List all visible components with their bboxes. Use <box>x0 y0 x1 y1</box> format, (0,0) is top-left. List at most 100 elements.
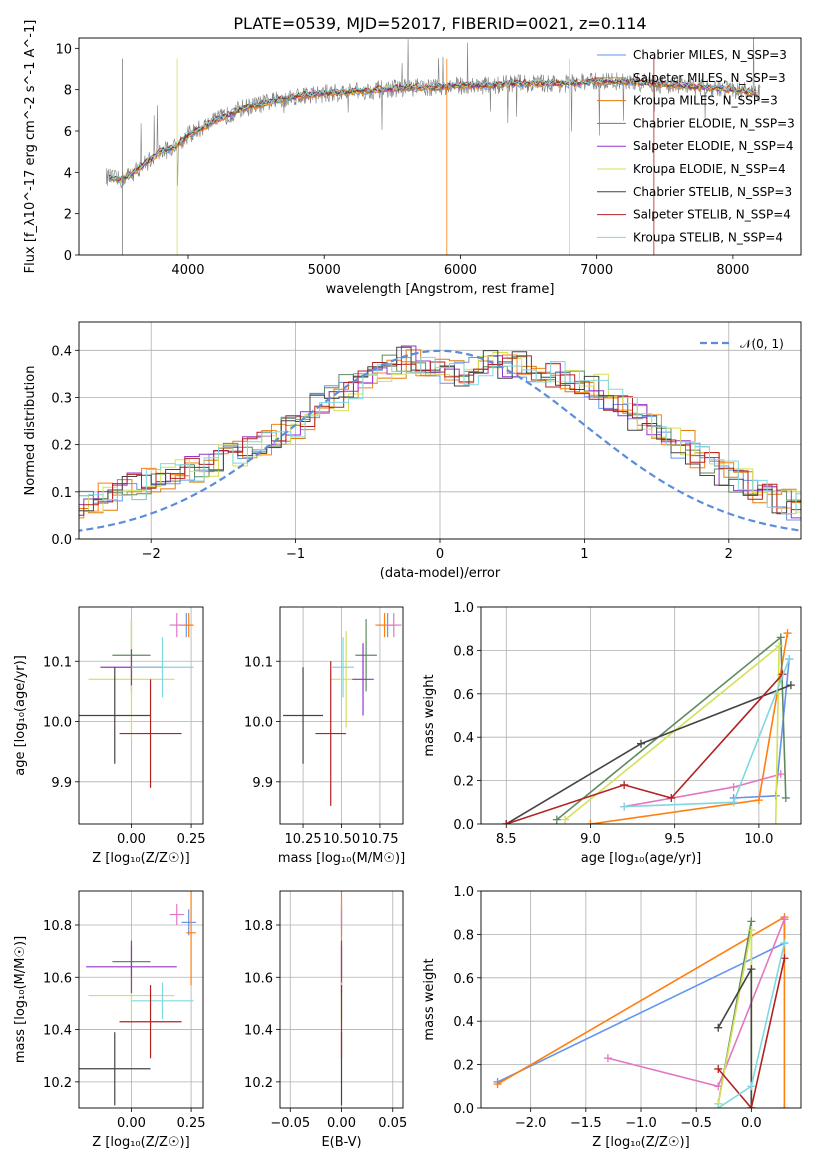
y-tick-label: 0 <box>64 249 72 264</box>
histogram-step <box>79 355 801 516</box>
weight-lines <box>493 913 789 1108</box>
y-tick-label: 10.4 <box>244 1024 273 1039</box>
y-tick-label: 0.3 <box>51 391 72 406</box>
weight-marker <box>603 1054 612 1063</box>
errorbars <box>283 613 402 806</box>
axes-frame <box>480 606 802 825</box>
y-tick-label: 10.0 <box>43 716 72 731</box>
axes-frame <box>78 321 802 540</box>
x-tick-label: 0.0 <box>741 1116 762 1131</box>
x-tick-label: 9.5 <box>664 832 685 847</box>
y-tick-label: 10.6 <box>43 971 72 986</box>
x-tick-label: −2.0 <box>515 1116 547 1131</box>
y-tick-label: 1.0 <box>453 601 474 616</box>
weight-marker <box>747 926 756 935</box>
x-tick-label: 0.00 <box>327 1116 356 1131</box>
x-tick-label: 10.0 <box>744 832 773 847</box>
weight-marker <box>747 1104 756 1108</box>
weight-marker <box>754 796 763 805</box>
legend-label: Chabrier STELIB, N_SSP=3 <box>633 185 792 199</box>
panel-6: 0.00 0.25 10.2 10.4 10.6 10.8 Z [log₁₀(Z/Z☉)] m… <box>13 890 206 1150</box>
legend-label: Salpeter STELIB, N_SSP=4 <box>633 208 791 222</box>
histograms <box>79 345 801 532</box>
weight-marker <box>747 965 756 974</box>
axes-frame <box>78 37 802 256</box>
weight-marker <box>620 780 629 789</box>
weight-marker <box>775 642 784 651</box>
y-tick-label: 0.2 <box>453 1059 474 1074</box>
y-tick-label: 10.8 <box>244 919 273 934</box>
y-axis-label: mass weight <box>422 958 437 1040</box>
weight-marker <box>780 939 789 948</box>
legend-label: Chabrier MILES, N_SSP=3 <box>633 48 787 62</box>
model-spectrum-line <box>108 78 757 184</box>
weight-marker <box>552 815 561 824</box>
weight-marker <box>747 1082 756 1091</box>
panel-3: 0.00 0.25 9.9 10.0 10.1 Z [log₁₀(Z/Z☉)] age [l… <box>13 606 206 866</box>
y-tick-label: 2 <box>64 208 72 223</box>
legend: 𝒩(0, 1) <box>700 337 784 351</box>
model-spectrum-line <box>109 77 757 179</box>
panel-2: −2 −1 0 1 2 0.0 0.1 0.2 0.3 0.4 (data-model)/error… <box>23 321 802 581</box>
model-spectrum-line <box>108 78 757 183</box>
y-tick-label: 0.0 <box>51 533 72 548</box>
y-tick-label: 0.8 <box>453 644 474 659</box>
x-tick-label: −0.5 <box>680 1116 712 1131</box>
x-tick-label: 8.5 <box>496 832 517 847</box>
panel-1: 4000 5000 6000 7000 8000 0 2 4 6 8 10 wavelength [A… <box>23 14 802 297</box>
weight-marker <box>667 793 676 802</box>
y-tick-label: 10.2 <box>43 1076 72 1091</box>
x-axis-label: Z [log₁₀(Z/Z☉)] <box>92 1135 189 1150</box>
y-tick-label: 0.8 <box>453 928 474 943</box>
model-spectrum-line <box>108 76 757 180</box>
y-tick-label: 0.0 <box>453 1102 474 1117</box>
x-tick-label: −1.5 <box>570 1116 602 1131</box>
weight-marker <box>714 1023 723 1032</box>
weight-marker <box>776 633 785 642</box>
x-tick-label: −1.0 <box>625 1116 657 1131</box>
errorbars <box>79 891 196 1106</box>
axes-frame <box>279 606 404 825</box>
y-axis-label: Flux [f_λ10^-17 erg cm^-2 s^-1 A^-1] <box>23 20 38 274</box>
y-tick-label: 10.8 <box>43 919 72 934</box>
y-axis-label: mass weight <box>422 674 437 756</box>
histogram-step <box>79 355 801 521</box>
axes-frame <box>78 890 204 1109</box>
x-tick-label: 5000 <box>308 263 341 278</box>
x-tick-label: 9.0 <box>580 832 601 847</box>
normal-curve <box>79 349 801 532</box>
x-axis-label: Z [log₁₀(Z/Z☉)] <box>92 851 189 866</box>
weight-marker <box>493 1080 502 1089</box>
legend-label: Kroupa MILES, N_SSP=3 <box>633 94 778 108</box>
y-tick-label: 10.2 <box>244 1076 273 1091</box>
weight-marker <box>781 793 790 802</box>
x-tick-label: 0.00 <box>117 1116 146 1131</box>
x-tick-label: 6000 <box>444 263 477 278</box>
observed-spectrum <box>105 38 761 189</box>
weight-line <box>624 658 790 808</box>
weight-marker <box>780 1104 789 1108</box>
weight-marker <box>637 739 645 748</box>
histogram-step <box>79 352 801 513</box>
weight-line <box>505 684 792 824</box>
errorbars <box>79 613 194 788</box>
spectrum-lines <box>105 38 761 255</box>
y-tick-label: 10.0 <box>244 716 273 731</box>
x-axis-label: (data-model)/error <box>380 566 501 581</box>
y-tick-label: 9.9 <box>252 776 273 791</box>
x-tick-label: 1 <box>580 547 588 562</box>
weight-marker <box>714 1104 723 1108</box>
y-axis-label: age [log₁₀(age/yr)] <box>13 655 28 776</box>
weight-marker <box>620 802 629 811</box>
x-axis-label: mass [log₁₀(M/M☉)] <box>278 851 405 866</box>
weight-marker <box>771 820 780 824</box>
panel-8: −2.0 −1.5 −1.0 −0.5 0.0 0.0 0.2 0.4 0.6 0.8 1.0 Z [… <box>422 885 802 1150</box>
weight-line <box>506 673 784 824</box>
histogram-step <box>79 356 801 515</box>
weight-marker <box>780 915 789 924</box>
x-tick-label: 0.25 <box>177 832 206 847</box>
weight-marker <box>747 917 756 926</box>
x-tick-label: 7000 <box>580 263 613 278</box>
histogram-step <box>79 346 801 514</box>
y-tick-label: 4 <box>64 166 72 181</box>
